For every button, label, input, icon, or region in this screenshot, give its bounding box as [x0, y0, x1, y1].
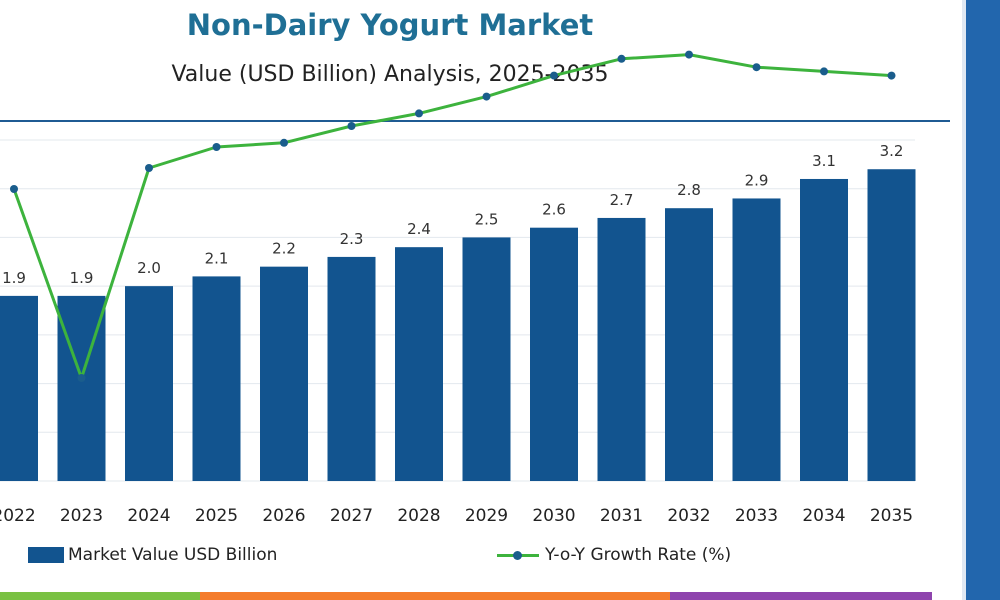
chart-top-rule	[0, 120, 950, 122]
x-tick-label-2022: 2022	[0, 506, 36, 526]
bar-value-label-2034: 3.1	[812, 152, 836, 170]
x-tick-label-2032: 2032	[667, 506, 710, 526]
bar-value-label-2029: 2.5	[475, 210, 499, 228]
growth-point-2031	[617, 54, 626, 63]
legend-bar-item: Market Value USD Billion	[28, 540, 277, 570]
legend-line-label: Y-o-Y Growth Rate (%)	[545, 545, 732, 565]
x-tick-label-2030: 2030	[532, 506, 575, 526]
bottom-strip-green	[0, 592, 200, 600]
bar-value-label-2026: 2.2	[272, 240, 296, 258]
x-tick-label-2027: 2027	[330, 506, 373, 526]
bar-value-label-2032: 2.8	[677, 181, 701, 199]
growth-point-2030	[550, 71, 558, 80]
bar-2024	[125, 286, 173, 481]
bar-2030	[530, 227, 578, 481]
x-tick-label-2031: 2031	[600, 506, 643, 526]
growth-line	[12, 53, 892, 380]
growth-point-2027	[347, 122, 356, 130]
bar-2034	[800, 178, 848, 481]
legend-bar-label: Market Value USD Billion	[68, 545, 278, 565]
right-panel-edge	[962, 0, 966, 600]
bar-value-label-2031: 2.7	[610, 191, 634, 209]
bar-2022	[0, 295, 38, 481]
bar-value-label-2025: 2.1	[205, 249, 229, 267]
growth-point-2035	[887, 71, 896, 80]
bar-value-label-2022: 1.9	[2, 269, 26, 287]
bar-2027	[327, 256, 376, 481]
growth-point-2034	[820, 67, 828, 76]
bottom-strip-purple	[670, 592, 932, 600]
x-tick-label-2035: 2035	[870, 506, 913, 526]
x-tick-label-2024: 2024	[127, 506, 170, 526]
x-tick-label-2033: 2033	[735, 506, 778, 526]
growth-point-2022	[10, 185, 18, 193]
bar-value-label-2023: 1.9	[70, 269, 94, 287]
bottom-strip-orange	[200, 592, 670, 600]
growth-point-2024	[145, 164, 153, 172]
bar-2026	[260, 266, 308, 481]
growth-point-2025	[212, 143, 221, 151]
x-tick-label-2029: 2029	[465, 506, 508, 526]
bar-value-label-2033: 2.9	[745, 171, 769, 189]
bar-2029	[462, 237, 511, 481]
bar-value-label-2027: 2.3	[340, 230, 364, 248]
bar-line-chart: 1.9 2022 1.9 2023 2.0 2024 2.1 2025 2.2 2026 2.3 20…	[0, 50, 916, 526]
growth-point-2028	[415, 109, 423, 118]
growth-point-2023	[77, 374, 86, 382]
bar-2033	[732, 198, 781, 481]
growth-point-2029	[482, 92, 491, 101]
bar-2025	[192, 276, 241, 481]
x-tick-label-2028: 2028	[397, 506, 440, 526]
growth-point-2026	[280, 138, 288, 147]
bar-2031	[597, 217, 646, 481]
bar-2035	[867, 169, 916, 481]
bar-value-label-2028: 2.4	[407, 220, 431, 238]
bar-2032	[665, 208, 713, 481]
x-tick-label-2026: 2026	[262, 506, 305, 526]
x-tick-label-2023: 2023	[60, 506, 103, 526]
legend-line-swatch	[497, 547, 539, 563]
growth-point-2033	[752, 63, 761, 72]
legend-line-item: Y-o-Y Growth Rate (%)	[497, 540, 731, 570]
bar-value-label-2035: 3.2	[880, 142, 904, 160]
bar-2028	[395, 247, 443, 481]
growth-point-2032	[685, 50, 693, 59]
x-tick-label-2025: 2025	[195, 506, 238, 526]
bar-value-label-2030: 2.6	[542, 201, 566, 219]
legend-bar-swatch	[28, 547, 64, 563]
x-tick-label-2034: 2034	[802, 506, 845, 526]
right-side-panel	[966, 0, 1000, 600]
chart-title: Non-Dairy Yogurt Market	[186, 8, 594, 42]
bar-value-label-2024: 2.0	[137, 259, 161, 277]
